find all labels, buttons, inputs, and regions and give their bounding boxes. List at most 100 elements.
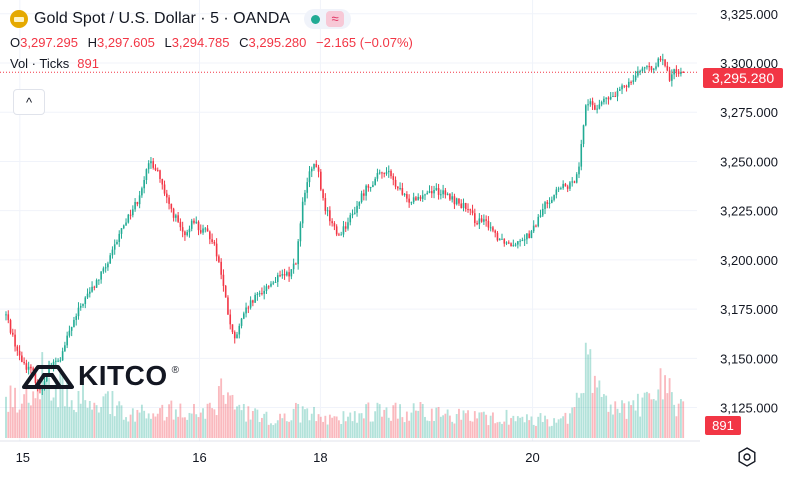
candle-body <box>93 286 96 288</box>
candle-body <box>315 164 318 168</box>
candle-body <box>254 294 256 303</box>
candle-body <box>175 215 177 218</box>
volume-bar <box>294 402 297 438</box>
candle-body <box>646 66 648 68</box>
volume-legend[interactable]: Vol · Ticks 891 <box>10 56 419 71</box>
volume-bar <box>632 400 635 438</box>
volume-bar <box>77 390 80 438</box>
volume-bar <box>136 409 139 438</box>
volume-bars <box>5 342 685 438</box>
candle-body <box>634 75 637 81</box>
candle-body <box>186 232 188 236</box>
volume-bar <box>639 416 642 438</box>
candle-body <box>514 244 517 246</box>
volume-bar <box>507 424 510 438</box>
kitco-logo-text: KITCO <box>78 360 168 391</box>
volume-bar <box>66 381 69 438</box>
gold-bar-icon[interactable] <box>10 10 28 28</box>
volume-bar <box>668 378 671 438</box>
candle-body <box>614 95 617 97</box>
volume-bar <box>179 403 182 438</box>
symbol-title[interactable]: Gold Spot / U.S. Dollar · 5 · OANDA <box>34 10 291 27</box>
candle-body <box>356 205 358 213</box>
volume-bar <box>95 405 98 438</box>
volume-bar <box>657 389 660 438</box>
volume-bar <box>460 419 463 438</box>
volume-bar <box>396 418 399 438</box>
candle-body <box>163 184 166 194</box>
candle-body <box>231 324 234 333</box>
volume-bar <box>324 415 327 438</box>
candle-body <box>313 164 315 169</box>
candle-body <box>360 193 363 203</box>
candle-body <box>233 332 236 339</box>
volume-bar <box>609 404 612 438</box>
candle-body <box>462 203 465 209</box>
volume-bar <box>539 413 542 438</box>
volume-bar <box>381 416 383 438</box>
volume-bar <box>548 426 551 438</box>
candle-body <box>655 66 657 69</box>
candle-body <box>426 192 429 195</box>
kitco-logo: KITCO ® <box>22 360 179 392</box>
volume-bar <box>93 402 96 438</box>
volume-bar <box>145 418 148 438</box>
high-value: 3,297.605 <box>96 35 155 50</box>
volume-bar <box>476 418 479 438</box>
last-volume-tag: 891 <box>705 416 741 435</box>
volume-bar <box>575 392 578 438</box>
candle-body <box>449 194 451 200</box>
candle-body <box>553 194 555 200</box>
volume-bar <box>360 413 363 438</box>
volume-bar <box>383 409 386 438</box>
candle-body <box>222 274 225 286</box>
volume-bar <box>88 400 91 438</box>
volume-bar <box>564 412 567 438</box>
wave-icon[interactable]: ≈ <box>326 11 345 27</box>
candle-body <box>276 275 279 282</box>
volume-bar <box>401 417 404 438</box>
candle-body <box>310 168 313 172</box>
candle-body <box>566 186 569 189</box>
collapse-button[interactable]: ^ <box>13 89 45 115</box>
candle-body <box>290 269 293 277</box>
status-pill[interactable]: ≈ <box>304 9 352 29</box>
candle-body <box>560 188 562 190</box>
volume-bar <box>20 403 23 438</box>
candle-body <box>249 300 252 308</box>
volume-bar <box>555 422 558 438</box>
x-axis: 15 16 18 20 <box>16 450 540 465</box>
volume-bar <box>351 421 354 438</box>
candle-body <box>66 335 68 346</box>
volume-bar <box>156 413 159 438</box>
candle-body <box>537 216 540 227</box>
candle-body <box>392 176 395 180</box>
volume-bar <box>159 408 161 438</box>
volume-bar <box>315 421 318 438</box>
volume-bar <box>251 410 254 438</box>
candle-body <box>474 213 476 224</box>
candle-body <box>523 239 526 241</box>
candle-body <box>61 351 64 361</box>
candle-body <box>605 97 607 99</box>
y-tick-label: 3,275.000 <box>720 105 778 120</box>
candle-body <box>367 185 370 188</box>
volume-bar <box>546 419 549 438</box>
volume-bar <box>73 409 75 438</box>
volume-bar <box>319 416 322 438</box>
candle-body <box>292 263 295 270</box>
candle-body <box>596 108 598 110</box>
candle-body <box>349 215 352 223</box>
volume-bar <box>106 391 109 438</box>
candle-body <box>98 279 100 281</box>
volume-bar <box>630 405 633 438</box>
volume-bar <box>677 403 680 438</box>
volume-bar <box>202 408 204 438</box>
volume-bar <box>621 400 623 438</box>
candle-body <box>48 366 50 375</box>
gear-icon[interactable] <box>737 447 757 467</box>
candle-body <box>680 71 682 74</box>
candle-body <box>195 221 198 223</box>
volume-bar <box>530 416 533 438</box>
candle-body <box>59 360 62 362</box>
